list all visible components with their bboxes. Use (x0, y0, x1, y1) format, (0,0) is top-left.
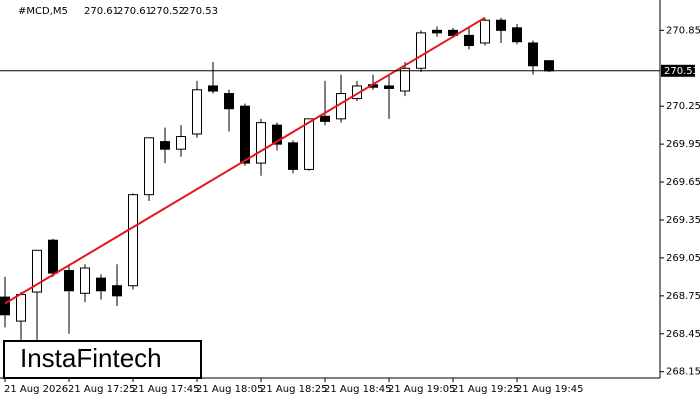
x-tick-label: 21 Aug 17:45 (132, 384, 199, 395)
candle-body (512, 27, 522, 43)
candle-body (240, 105, 250, 164)
trend-line (4, 16, 486, 305)
candle-body (496, 19, 506, 31)
price-label: 270.53 (664, 66, 699, 77)
candle-body (272, 124, 282, 145)
candle-body (416, 32, 426, 69)
candle-body (32, 249, 42, 293)
x-tick-label: 21 Aug 2026 (4, 384, 68, 395)
candle-body (192, 89, 202, 135)
y-tick-label: 269.35 (666, 215, 700, 226)
candle-body (288, 142, 298, 170)
x-tick-label: 21 Aug 18:25 (260, 384, 327, 395)
y-tick-label: 269.65 (666, 177, 700, 188)
candle-body (128, 194, 138, 287)
candle-body (384, 85, 394, 89)
x-tick-label: 21 Aug 18:45 (324, 384, 391, 395)
candle-body (304, 118, 314, 170)
y-tick-label: 269.95 (666, 139, 700, 150)
candle-body (464, 34, 474, 47)
candle-body (544, 60, 554, 72)
header-value: 270.52 (150, 6, 185, 17)
candle-body (400, 67, 410, 92)
candle-body (16, 294, 26, 322)
x-tick-label: 21 Aug 18:05 (196, 384, 263, 395)
header-value: 270.53 (183, 6, 218, 17)
y-tick-label: 268.45 (666, 329, 700, 340)
candle-body (432, 29, 442, 34)
y-tick-label: 268.75 (666, 291, 700, 302)
header-value: 270.61 (117, 6, 152, 17)
candle-body (208, 85, 218, 92)
candle-body (144, 137, 154, 196)
candle-body (160, 141, 170, 150)
candle-body (112, 285, 122, 297)
x-tick-label: 21 Aug 19:05 (388, 384, 455, 395)
y-tick-label: 269.05 (666, 253, 700, 264)
x-tick-label: 21 Aug 17:25 (68, 384, 135, 395)
candle-body (48, 239, 58, 274)
price-label-box (661, 64, 695, 77)
candle-body (64, 270, 74, 292)
chart-title: #MCD,M5 (18, 6, 68, 17)
candle-body (320, 115, 330, 122)
brand-box (3, 340, 202, 379)
candle-body (224, 93, 234, 110)
candle-body (480, 19, 490, 44)
x-tick-label: 21 Aug 19:25 (452, 384, 519, 395)
candle-body (0, 296, 10, 316)
candle-body (448, 29, 458, 36)
candle-body (96, 277, 106, 292)
y-tick-label: 270.25 (666, 101, 700, 112)
candle-body (256, 122, 266, 164)
candle-body (80, 267, 90, 294)
candle-body (528, 42, 538, 67)
candle-body (176, 136, 186, 150)
header-value: 270.61 (84, 6, 119, 17)
y-tick-label: 270.85 (666, 25, 700, 36)
y-tick-label: 268.15 (666, 367, 700, 378)
brand: InstaFintech (20, 343, 162, 373)
x-tick-label: 21 Aug 19:45 (516, 384, 583, 395)
